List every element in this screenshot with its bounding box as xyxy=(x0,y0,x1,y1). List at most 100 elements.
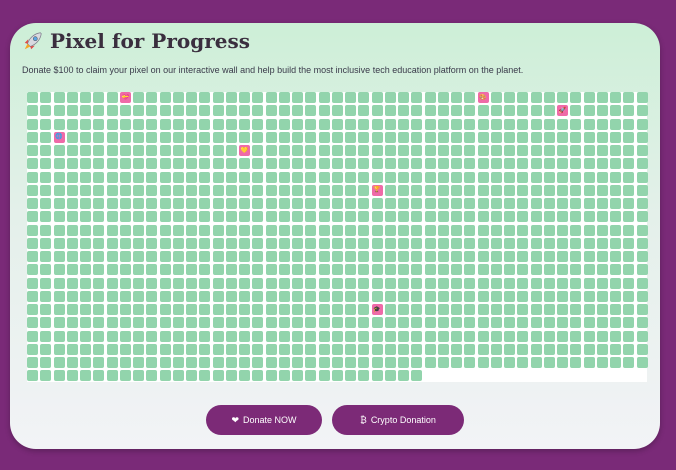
available-pixel[interactable] xyxy=(437,171,449,183)
available-pixel[interactable] xyxy=(239,105,250,117)
available-pixel[interactable] xyxy=(199,158,211,170)
available-pixel[interactable] xyxy=(596,92,608,103)
available-pixel[interactable] xyxy=(358,370,370,382)
available-pixel[interactable] xyxy=(225,304,237,315)
available-pixel[interactable] xyxy=(583,158,595,170)
available-pixel[interactable] xyxy=(398,290,409,302)
available-pixel[interactable] xyxy=(186,92,197,103)
available-pixel[interactable] xyxy=(53,330,65,342)
available-pixel[interactable] xyxy=(371,224,383,236)
available-pixel[interactable] xyxy=(543,131,555,143)
available-pixel[interactable] xyxy=(384,357,396,368)
available-pixel[interactable] xyxy=(345,105,356,117)
available-pixel[interactable] xyxy=(411,357,423,368)
available-pixel[interactable] xyxy=(318,290,330,302)
available-pixel[interactable] xyxy=(106,290,118,302)
claimed-pixel[interactable]: 💛 xyxy=(239,145,250,156)
available-pixel[interactable] xyxy=(146,264,158,276)
available-pixel[interactable] xyxy=(557,251,568,262)
available-pixel[interactable] xyxy=(40,370,52,382)
available-pixel[interactable] xyxy=(93,304,105,315)
available-pixel[interactable] xyxy=(424,304,436,315)
available-pixel[interactable] xyxy=(398,357,409,368)
available-pixel[interactable] xyxy=(464,290,476,302)
available-pixel[interactable] xyxy=(53,198,65,209)
available-pixel[interactable] xyxy=(252,357,264,368)
available-pixel[interactable] xyxy=(305,251,317,262)
available-pixel[interactable] xyxy=(53,158,65,170)
available-pixel[interactable] xyxy=(80,357,91,368)
available-pixel[interactable] xyxy=(212,131,224,143)
available-pixel[interactable] xyxy=(583,198,595,209)
available-pixel[interactable] xyxy=(610,317,621,329)
available-pixel[interactable] xyxy=(53,145,65,156)
available-pixel[interactable] xyxy=(40,290,52,302)
available-pixel[interactable] xyxy=(517,357,529,368)
available-pixel[interactable] xyxy=(27,357,38,368)
available-pixel[interactable] xyxy=(133,290,144,302)
available-pixel[interactable] xyxy=(305,145,317,156)
available-pixel[interactable] xyxy=(119,184,131,196)
available-pixel[interactable] xyxy=(53,237,65,249)
available-pixel[interactable] xyxy=(557,198,568,209)
available-pixel[interactable] xyxy=(636,330,648,342)
available-pixel[interactable] xyxy=(172,357,184,368)
available-pixel[interactable] xyxy=(437,357,449,368)
available-pixel[interactable] xyxy=(358,171,370,183)
available-pixel[interactable] xyxy=(636,357,648,368)
available-pixel[interactable] xyxy=(583,171,595,183)
available-pixel[interactable] xyxy=(40,343,52,355)
available-pixel[interactable] xyxy=(252,330,264,342)
available-pixel[interactable] xyxy=(424,171,436,183)
available-pixel[interactable] xyxy=(384,290,396,302)
available-pixel[interactable] xyxy=(451,105,462,117)
available-pixel[interactable] xyxy=(517,304,529,315)
available-pixel[interactable] xyxy=(265,290,277,302)
available-pixel[interactable] xyxy=(119,224,131,236)
available-pixel[interactable] xyxy=(583,211,595,223)
available-pixel[interactable] xyxy=(623,277,635,289)
available-pixel[interactable] xyxy=(331,290,343,302)
available-pixel[interactable] xyxy=(225,277,237,289)
available-pixel[interactable] xyxy=(610,330,621,342)
available-pixel[interactable] xyxy=(93,211,105,223)
available-pixel[interactable] xyxy=(186,211,197,223)
available-pixel[interactable] xyxy=(424,118,436,130)
available-pixel[interactable] xyxy=(464,211,476,223)
available-pixel[interactable] xyxy=(530,330,542,342)
available-pixel[interactable] xyxy=(305,184,317,196)
available-pixel[interactable] xyxy=(464,224,476,236)
available-pixel[interactable] xyxy=(583,92,595,103)
available-pixel[interactable] xyxy=(530,304,542,315)
available-pixel[interactable] xyxy=(239,118,250,130)
available-pixel[interactable] xyxy=(517,317,529,329)
available-pixel[interactable] xyxy=(517,118,529,130)
available-pixel[interactable] xyxy=(27,118,38,130)
available-pixel[interactable] xyxy=(80,290,91,302)
available-pixel[interactable] xyxy=(40,357,52,368)
available-pixel[interactable] xyxy=(93,198,105,209)
available-pixel[interactable] xyxy=(464,251,476,262)
claimed-pixel[interactable]: 🌐 xyxy=(53,131,65,143)
available-pixel[interactable] xyxy=(464,184,476,196)
available-pixel[interactable] xyxy=(437,184,449,196)
available-pixel[interactable] xyxy=(106,237,118,249)
available-pixel[interactable] xyxy=(53,317,65,329)
available-pixel[interactable] xyxy=(53,357,65,368)
available-pixel[interactable] xyxy=(66,131,78,143)
available-pixel[interactable] xyxy=(437,251,449,262)
available-pixel[interactable] xyxy=(490,304,502,315)
available-pixel[interactable] xyxy=(212,277,224,289)
available-pixel[interactable] xyxy=(517,264,529,276)
available-pixel[interactable] xyxy=(172,198,184,209)
available-pixel[interactable] xyxy=(398,184,409,196)
available-pixel[interactable] xyxy=(636,251,648,262)
available-pixel[interactable] xyxy=(504,145,515,156)
available-pixel[interactable] xyxy=(159,277,171,289)
available-pixel[interactable] xyxy=(199,145,211,156)
available-pixel[interactable] xyxy=(596,357,608,368)
available-pixel[interactable] xyxy=(530,251,542,262)
available-pixel[interactable] xyxy=(570,118,582,130)
available-pixel[interactable] xyxy=(239,251,250,262)
available-pixel[interactable] xyxy=(133,105,144,117)
